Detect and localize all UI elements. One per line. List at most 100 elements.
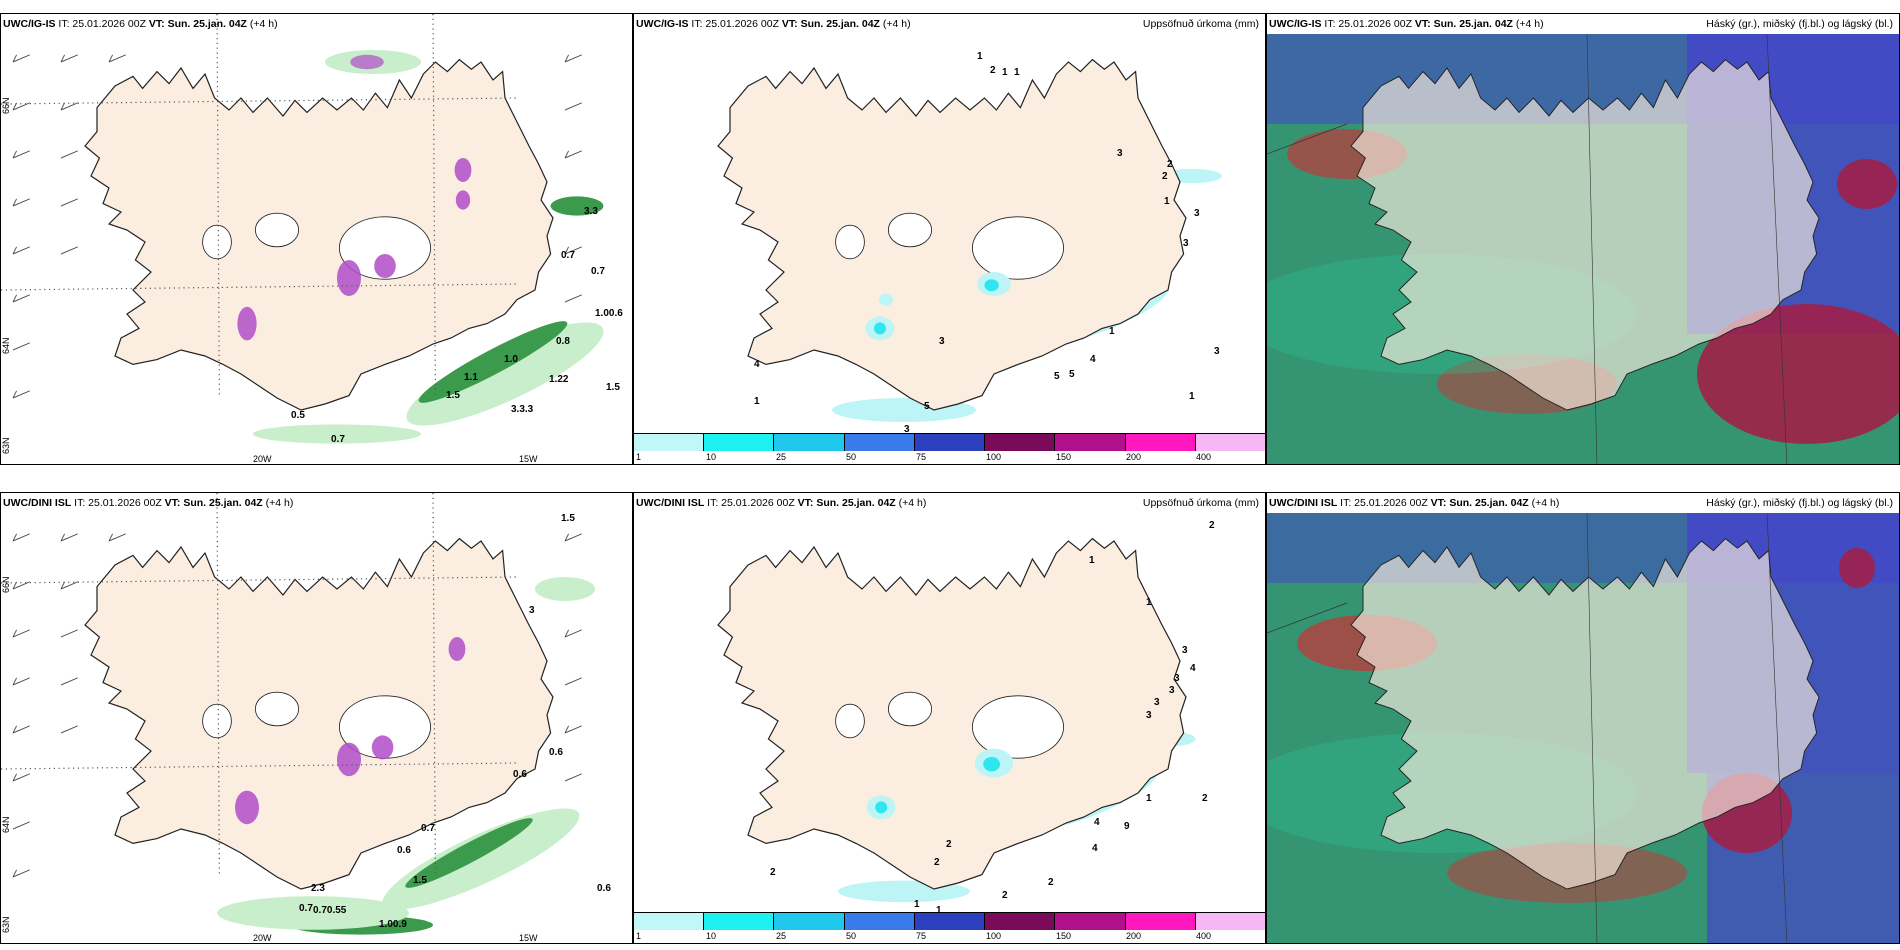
colorbar-swatch: [985, 913, 1056, 930]
colorbar-swatch: [1195, 913, 1265, 930]
value-label: 3.3: [584, 206, 598, 217]
value-label: 3: [1146, 710, 1152, 721]
value-label: 2.3: [311, 883, 325, 894]
value-label: 0.7: [421, 823, 435, 834]
lat-label-63n: 63N: [1, 437, 11, 454]
colorbar-swatch: [704, 434, 775, 451]
lat-label-66n: 66N: [1, 97, 11, 114]
value-label: 1: [1002, 67, 1008, 78]
value-label: 1: [754, 396, 760, 407]
value-label: 3: [1154, 697, 1160, 708]
colorbar-swatch: [1195, 434, 1265, 451]
value-label: 1: [1146, 793, 1152, 804]
value-label: 2: [1209, 520, 1215, 531]
colorbar-swatch: [844, 434, 915, 451]
value-label: 3: [529, 605, 535, 616]
value-label: 2: [934, 857, 940, 868]
colorbar-swatch: [774, 913, 845, 930]
value-label: 3: [1169, 685, 1175, 696]
panel-clouds-dini-isl: UWC/DINI ISL IT: 25.01.2026 00Z VT: Sun.…: [1266, 492, 1900, 944]
value-label: 2: [1162, 171, 1168, 182]
colorbar-tick: 200: [1126, 931, 1142, 941]
value-label: 1.0: [504, 354, 518, 365]
value-label: 3: [1117, 148, 1123, 159]
map-precip: 1 2 1 1 3 2 2 1 3 3 1 4 5 5 4 3 1 1 3 3 …: [717, 51, 1222, 435]
panel-subtitle: Háský (gr.), miðský (fj.bl.) og lágský (…: [1706, 18, 1893, 30]
lat-label-64n: 64N: [1, 816, 11, 833]
value-label: 4: [1094, 817, 1100, 828]
colorbar-swatch: [1125, 913, 1196, 930]
value-label: 3: [939, 336, 945, 347]
value-label: 1: [1164, 196, 1170, 207]
value-label: 1: [1089, 555, 1095, 566]
value-label: 0.6: [513, 769, 527, 780]
colorbar-swatch: [774, 434, 845, 451]
map-wind: 20W 15W 66N 64N 63N 1.5 3 0.6 0.6 0.7 1.…: [1, 493, 611, 943]
colorbar-tick: 100: [986, 452, 1002, 462]
value-label: 2: [770, 867, 776, 878]
value-label: 1.5: [561, 513, 575, 524]
lat-label-66n: 66N: [1, 576, 11, 593]
value-label: 3: [1174, 673, 1180, 684]
value-label: 1: [977, 51, 983, 62]
lon-label-20w: 20W: [253, 933, 272, 943]
colorbar-tick: 25: [776, 452, 787, 462]
value-label: 1: [1014, 67, 1020, 78]
colorbar-swatch: [634, 913, 705, 930]
value-label: 0.7: [331, 434, 345, 445]
value-label: 1.22: [549, 374, 569, 385]
colorbar-tick: 100: [986, 931, 1002, 941]
colorbar-tick: 200: [1126, 452, 1142, 462]
panel-wind-ig-is: UWC/IG-IS IT: 25.01.2026 00Z VT: Sun. 25…: [0, 13, 633, 465]
colorbar-tick: 50: [846, 931, 857, 941]
panel-title: UWC/DINI ISL IT: 25.01.2026 00Z VT: Sun.…: [1269, 497, 1560, 509]
value-label: 2: [1202, 793, 1208, 804]
panel-title: UWC/DINI ISL IT: 25.01.2026 00Z VT: Sun.…: [636, 497, 927, 509]
colorbar-tick: 75: [916, 452, 927, 462]
value-label: 1: [1109, 326, 1115, 337]
value-label: 5: [924, 401, 930, 412]
value-label: 1.5: [413, 875, 427, 886]
value-label: 0.6: [397, 845, 411, 856]
colorbar-swatch: [844, 913, 915, 930]
value-label: 2: [1002, 890, 1008, 901]
colorbar-tick: 400: [1196, 452, 1212, 462]
value-label: 2: [1048, 877, 1054, 888]
colorbar-tick: 25: [776, 931, 787, 941]
value-label: 1.1: [464, 372, 478, 383]
panel-precip-dini-isl: UWC/DINI ISL IT: 25.01.2026 00Z VT: Sun.…: [633, 492, 1266, 944]
value-label: 4: [1190, 663, 1196, 674]
colorbar-tick: 75: [916, 931, 927, 941]
value-label: 0.6: [597, 883, 611, 894]
value-label: 1.00.9: [379, 919, 407, 930]
panel-title: UWC/DINI ISL IT: 25.01.2026 00Z VT: Sun.…: [3, 497, 294, 509]
map-precip: 2 1 1 3 4 3 3 3 3 2 1 4 9 4 2 2 2 2 1 1 …: [717, 520, 1215, 916]
value-label: 2: [990, 65, 996, 76]
panel-subtitle: Uppsöfnuð úrkoma (mm): [1142, 497, 1259, 509]
colorbar-swatch: [1055, 913, 1126, 930]
value-label: 1: [914, 899, 920, 910]
value-label: 3: [1214, 346, 1220, 357]
value-label: 0.7: [561, 250, 575, 261]
lon-label-20w: 20W: [253, 454, 272, 464]
colorbar-tick: 1: [636, 931, 642, 941]
value-label: 3: [1194, 208, 1200, 219]
panel-precip-ig-is: UWC/IG-IS IT: 25.01.2026 00Z VT: Sun. 25…: [633, 13, 1266, 465]
value-label: 1.5: [446, 390, 460, 401]
colorbar-swatch: [1125, 434, 1196, 451]
colorbar: 1 10 25 50 75 100 150 200 400: [634, 912, 1265, 943]
value-label: 3: [1183, 238, 1189, 249]
lon-label-15w: 15W: [519, 454, 538, 464]
value-label: 4: [754, 359, 760, 370]
value-label: 3: [904, 424, 910, 435]
value-label: 1.5: [606, 382, 620, 393]
value-label: 0.7: [591, 266, 605, 277]
panel-wind-dini-isl: UWC/DINI ISL IT: 25.01.2026 00Z VT: Sun.…: [0, 492, 633, 944]
map-wind: 20W 15W 66N 64N 63N 3.3 0.7 0.7 1.00.6 0…: [1, 14, 623, 464]
lon-label-15w: 15W: [519, 933, 538, 943]
lat-label-63n: 63N: [1, 916, 11, 933]
colorbar-tick: 150: [1056, 452, 1072, 462]
value-label: 2: [946, 839, 952, 850]
colorbar-swatch: [914, 913, 986, 930]
map-clouds: [1267, 33, 1899, 464]
